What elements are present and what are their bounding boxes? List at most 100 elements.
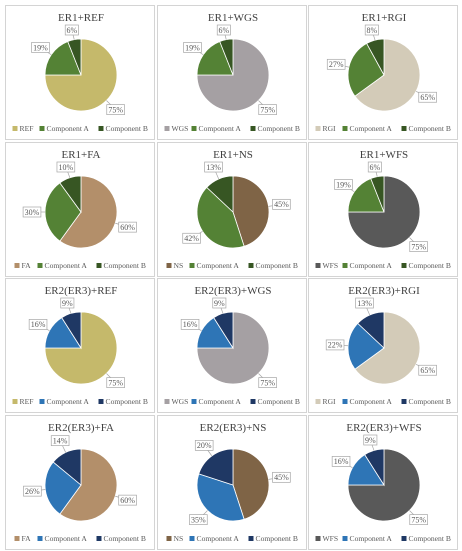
data-label: 27% [329,60,344,69]
data-label-box [182,42,202,53]
legend-entry: Component A [350,534,393,543]
chart-title: ER1+RGI [362,12,407,24]
legend-entry: NS [173,534,183,543]
data-label-box [271,471,291,483]
data-label: 65% [420,93,435,102]
legend-swatch [37,262,43,268]
legend-entry: Component A [196,534,239,543]
legend-swatch [315,399,321,404]
pie-slice [347,175,421,248]
data-label-box [28,319,48,330]
legend-entry: Component A [198,397,241,406]
pie-slice [196,41,234,76]
data-label-box [216,24,231,36]
legend-swatch [250,126,255,131]
data-label: 42% [184,234,199,243]
data-label-box [418,91,437,103]
data-label: 14% [53,436,68,445]
data-label-box [271,198,291,210]
data-label: 10% [59,162,74,171]
legend-swatch [342,262,348,268]
legend-swatch [98,399,104,404]
pie-chart: ER1+WGS 75% 19% 6% WGS Component A Component B [164,12,299,133]
pie-slice [44,460,82,515]
data-label: 75% [108,378,123,387]
data-label: 75% [411,242,426,251]
data-label-box [257,377,277,389]
chart-title: ER1+WFS [360,149,408,161]
pie-chart-panel: ER1+NS 45% 42% 13% NS Component A Component B [156,141,307,277]
pie-chart-panel: ER1+REF 75% 19% 6% REF Component A Component B [5,5,155,140]
legend-swatch [166,535,171,541]
chart-title: ER2(ER3)+WFS [346,422,421,434]
data-label-box [203,161,223,172]
data-label: 19% [33,43,48,52]
data-label-box [418,364,437,376]
legend-swatch [37,535,43,541]
legend-entry: Component B [255,534,297,543]
legend-swatch [191,399,196,404]
legend-swatch [14,262,20,268]
pie-slice [347,448,421,521]
pie-chart-panel: ER2(ER3)+FA 60% 26% 14% FA Component A Compone… [5,414,155,550]
pie-slice [67,38,82,76]
pie-slice [44,38,118,112]
legend-entry: Component A [45,261,88,270]
pie-chart-panel: ER2(ER3)+REF 75% 16% 9% REF Component A Compon… [5,278,155,413]
data-label: 75% [260,105,275,114]
data-label-box [181,232,201,244]
legend-entry: WFS [323,534,339,543]
data-label-box [194,439,213,451]
legend-entry: WGS [171,124,188,133]
legend-entry: Component B [409,124,451,133]
data-label: 9% [365,435,376,444]
data-label: 19% [336,180,351,189]
data-label-box [188,513,208,525]
pie-chart: ER1+FA 60% 30% 10% FA Component A Component B [14,149,146,270]
pie-slice [364,448,385,486]
pie-slice [347,42,385,97]
pie-chart-panel: ER2(ER3)+WFS 75% 16% 9% WFS Component A Compon… [308,414,458,550]
data-label: 8% [366,26,377,35]
data-label: 9% [62,299,73,308]
data-label: 6% [66,26,77,35]
legend-swatch [401,262,407,268]
legend-swatch [401,399,407,404]
legend-entry: RGI [323,124,337,133]
data-label-box [23,485,42,496]
legend-swatch [342,126,348,131]
legend-entry: Component A [350,397,393,406]
data-label-box [64,24,79,36]
pie-chart: ER2(ER3)+FA 60% 26% 14% FA Component A Compone… [14,422,146,543]
legend-swatch [248,262,253,268]
legend-swatch [98,126,104,131]
data-label: 45% [274,473,289,482]
data-label-box [22,206,42,217]
legend-entry: Component A [198,124,241,133]
pie-slice [232,448,269,520]
legend-swatch [39,126,45,131]
pie-slice [205,175,233,213]
legend-entry: Component B [409,261,451,270]
legend-entry: Component B [257,397,299,406]
pie-slice [44,181,82,242]
pie-chart-panel: ER1+WGS 75% 19% 6% WGS Component A Component B [156,5,307,140]
legend-entry: Component A [47,124,90,133]
pie-slice [59,175,82,213]
pie-chart: ER1+NS 45% 42% 13% NS Component A Component B [166,149,297,270]
pie-slice [347,177,385,212]
pie-slice [44,311,118,385]
legend-entry: Component B [106,397,148,406]
legend-swatch [189,535,194,541]
legend-swatch [166,262,171,268]
legend-swatch [96,535,102,541]
data-label-box [56,161,76,172]
chart-title: ER1+NS [213,149,253,161]
pie-chart-panel: ER2(ER3)+RGI 65% 22% 13% RGI Component A Compo… [308,278,458,413]
pie-chart: ER1+REF 75% 19% 6% REF Component A Component B [12,12,148,133]
data-label-box [106,377,125,389]
pie-slice [357,311,385,349]
pie-slice [44,41,82,76]
data-label: 60% [120,495,135,504]
legend-entry: Component B [409,397,451,406]
